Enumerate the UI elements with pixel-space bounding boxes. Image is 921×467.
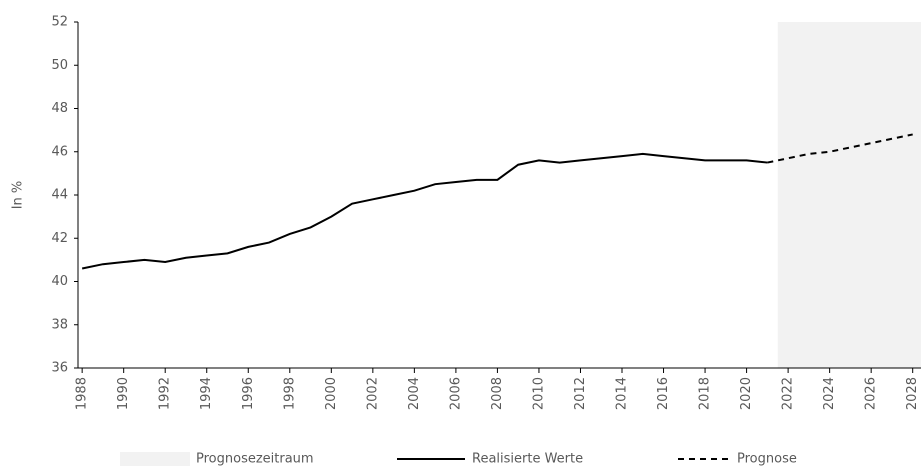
legend-swatch (120, 452, 190, 466)
y-tick-label: 36 (51, 361, 68, 376)
legend-label: Realisierte Werte (472, 452, 583, 467)
x-tick-label: 1992 (158, 377, 173, 410)
y-tick-label: 44 (51, 188, 68, 203)
x-tick-label: 1994 (199, 377, 214, 410)
x-tick-label: 2010 (531, 377, 546, 410)
y-tick-label: 52 (51, 15, 68, 30)
x-tick-label: 2006 (448, 377, 463, 410)
x-tick-label: 2020 (739, 377, 754, 410)
legend-label: Prognosezeitraum (196, 452, 314, 467)
y-tick-label: 50 (51, 58, 68, 73)
x-tick-label: 2012 (573, 377, 588, 410)
x-tick-label: 2022 (781, 377, 796, 410)
x-tick-label: 2014 (615, 377, 630, 410)
y-tick-label: 40 (51, 274, 68, 289)
x-tick-label: 2000 (324, 377, 339, 410)
x-tick-label: 2018 (698, 377, 713, 410)
x-tick-label: 1990 (116, 377, 131, 410)
y-tick-label: 46 (51, 144, 68, 159)
x-tick-label: 2016 (656, 377, 671, 410)
legend-label: Prognose (737, 452, 797, 467)
y-tick-label: 42 (51, 231, 68, 246)
x-tick-label: 2002 (365, 377, 380, 410)
line-series (767, 133, 913, 164)
x-tick-label: 1998 (282, 377, 297, 410)
y-axis-label: In % (11, 181, 26, 210)
x-tick-label: 2028 (905, 377, 920, 410)
forecast-shade (777, 22, 921, 368)
x-tick-label: 2008 (490, 377, 505, 410)
x-tick-label: 1996 (241, 377, 256, 410)
x-tick-label: 1988 (75, 377, 90, 410)
y-tick-label: 38 (51, 317, 68, 332)
x-tick-label: 2024 (822, 377, 837, 410)
line-series (81, 152, 768, 270)
x-tick-label: 2026 (864, 377, 879, 410)
x-tick-label: 2004 (407, 377, 422, 410)
y-tick-label: 48 (51, 101, 68, 116)
